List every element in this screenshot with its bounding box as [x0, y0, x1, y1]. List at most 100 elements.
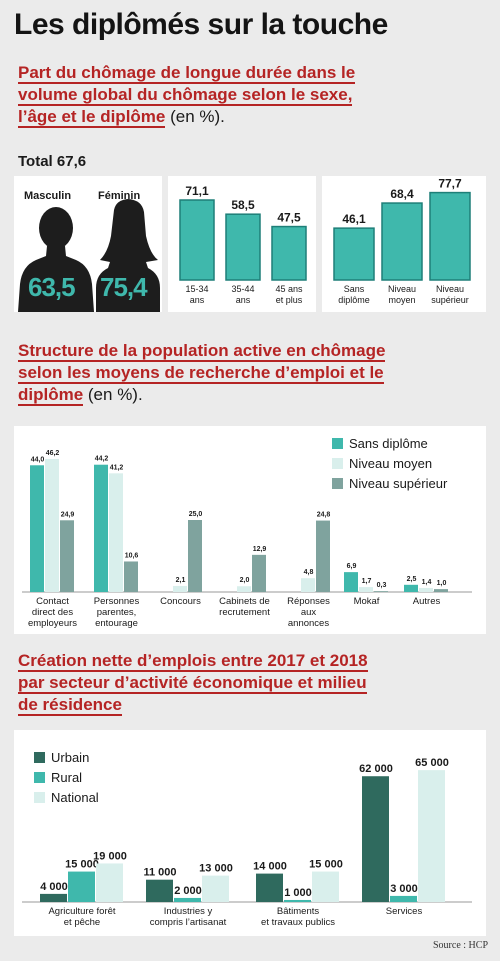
category-label-3-2: et travaux publics — [261, 917, 335, 928]
data-label-3-2: 2,1 — [176, 577, 186, 584]
data-label-7-2: 1,4 — [422, 579, 432, 586]
bar-5-3 — [316, 520, 330, 592]
data-label-5-3: 24,8 — [317, 512, 331, 519]
bar-2-2 — [174, 897, 201, 902]
category-label-4-1: Services — [386, 906, 423, 917]
data-label-7-1: 2,5 — [407, 576, 417, 583]
male-value: 63,5 — [28, 272, 76, 302]
gender-panel: Masculin Féminin 63,5 75,4 — [14, 176, 162, 312]
bar-4-2 — [390, 895, 417, 902]
bar-1-2 — [68, 871, 95, 902]
section1-title-line-1: Part du chômage de longue durée dans le — [18, 63, 356, 84]
bar-1-2 — [45, 458, 59, 592]
section1-title-line-3: l’âge et le diplôme — [18, 107, 166, 128]
section2-unit: (en %). — [83, 385, 143, 404]
data-label-4-2: 3 000 — [390, 883, 418, 895]
bar-3 — [429, 191, 471, 281]
data-label-4-3: 12,9 — [253, 546, 267, 553]
female-silhouette-icon — [96, 199, 160, 312]
category-label-4-1: Cabinets de — [219, 596, 270, 607]
legend-label-1: Urbain — [51, 750, 89, 765]
category-label-2-2: parentes, — [97, 607, 137, 618]
bar-3-2 — [173, 585, 187, 592]
section2-title: Structure de la population active en chô… — [18, 340, 386, 406]
bar-value-label-1: 46,1 — [342, 212, 366, 226]
bar-value-label-1: 71,1 — [185, 184, 209, 198]
category-label-6-1: Mokaf — [354, 596, 380, 607]
bar-7-2 — [419, 587, 433, 592]
page-title: Les diplômés sur la touche — [14, 8, 388, 41]
bar-1-1 — [30, 465, 44, 592]
employment-chart-panel: 4 000 15 000 19 000 Agriculture forêt et pêc… — [14, 730, 486, 936]
category-label-2-2: moyen — [388, 295, 415, 305]
data-label-6-1: 6,9 — [347, 563, 357, 570]
category-label-2-3: entourage — [95, 618, 138, 629]
bar-3-2 — [284, 899, 311, 902]
female-value: 75,4 — [100, 272, 148, 302]
data-label-4-2: 2,0 — [240, 577, 250, 584]
bar-3-3 — [188, 520, 202, 592]
bar-value-label-3: 77,7 — [438, 177, 462, 191]
bar-3-1 — [256, 873, 283, 902]
bar-value-label-2: 68,4 — [390, 187, 414, 201]
legend-swatch-3 — [34, 792, 45, 803]
data-label-1-3: 19 000 — [93, 850, 127, 862]
male-silhouette-icon — [18, 207, 94, 312]
data-label-4-3: 65 000 — [415, 757, 449, 769]
diploma-chart-panel: 46,1 Sans diplôme 68,4 Niveau moyen 77,7 Niveau… — [322, 176, 486, 312]
bar-4-1 — [362, 776, 389, 902]
category-label-3-1: Niveau — [436, 284, 464, 294]
data-label-1-1: 4 000 — [40, 881, 68, 893]
category-label-2-1: Niveau — [388, 284, 416, 294]
diploma-chart: 46,1Sansdiplôme68,4Niveaumoyen77,7Niveau… — [333, 177, 471, 305]
data-label-2-1: 11 000 — [143, 867, 176, 879]
data-label-6-3: 0,3 — [377, 582, 387, 589]
bar-4-3 — [252, 554, 266, 592]
bar-1 — [179, 199, 215, 281]
category-label-5-1: Réponses — [287, 596, 330, 607]
bar-1-3 — [60, 520, 74, 592]
category-label-4-2: recrutement — [219, 607, 270, 618]
data-label-3-3: 15 000 — [309, 859, 343, 871]
data-label-6-2: 1,7 — [362, 578, 372, 585]
category-label-3-2: et plus — [276, 295, 303, 305]
category-label-1-1: Sans — [344, 284, 365, 294]
legend-label-3: Niveau supérieur — [349, 476, 448, 491]
bar-6-2 — [359, 587, 373, 592]
source-note: Source : HCP — [433, 940, 488, 951]
data-label-2-3: 13 000 — [199, 863, 233, 875]
job-search-chart-panel: 44,0 46,2 24,9 Contact direct des employeurs 4… — [14, 426, 486, 634]
category-label-1-2: et pêche — [64, 917, 100, 928]
bar-7-3 — [434, 589, 448, 592]
bar-value-label-3: 47,5 — [277, 211, 301, 225]
category-label-1-1: Contact — [36, 596, 69, 607]
bar-1 — [333, 227, 375, 281]
legend-label-1: Sans diplôme — [349, 436, 428, 451]
category-label-5-3: annonces — [288, 618, 329, 629]
bar-4-3 — [418, 770, 445, 902]
age-chart-panel: 71,1 15-34 ans 58,5 35-44 ans 47,5 45 ans et plu… — [168, 176, 316, 312]
data-label-2-2: 41,2 — [110, 464, 124, 471]
data-label-5-2: 4,8 — [304, 569, 314, 576]
bar-1-1 — [40, 893, 67, 902]
data-label-1-2: 15 000 — [65, 859, 99, 871]
total-label: Total 67,6 — [18, 153, 87, 170]
data-label-2-2: 2 000 — [174, 885, 202, 897]
female-label: Féminin — [98, 190, 141, 202]
bar-1-3 — [96, 863, 123, 902]
category-label-3-1: Bâtiments — [277, 906, 319, 917]
data-label-3-2: 1 000 — [284, 887, 312, 899]
bar-2-2 — [109, 473, 123, 592]
section3-title-line-2: par secteur d’activité économique et mil… — [18, 673, 367, 694]
bar-4-2 — [237, 586, 251, 592]
bar-value-label-2: 58,5 — [231, 198, 255, 212]
data-label-2-3: 10,6 — [125, 552, 139, 559]
category-label-3-2: supérieur — [431, 295, 469, 305]
category-label-2-2: ans — [236, 295, 251, 305]
male-label: Masculin — [24, 190, 72, 202]
category-label-2-1: Industries y — [164, 906, 213, 917]
bar-3 — [271, 225, 307, 281]
legend-label-2: Niveau moyen — [349, 456, 432, 471]
